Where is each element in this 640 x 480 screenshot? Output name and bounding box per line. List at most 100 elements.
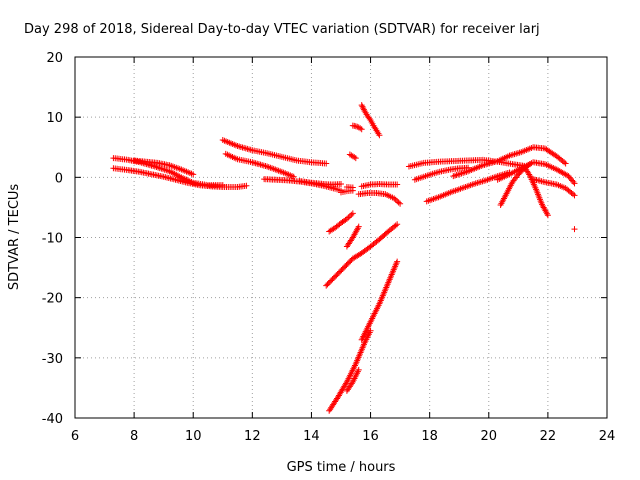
data-point — [570, 178, 577, 185]
series-s18 — [358, 258, 401, 343]
data-point — [397, 200, 404, 207]
series-s22 — [411, 164, 472, 183]
x-tick-label: 18 — [421, 429, 438, 444]
series-s5 — [222, 150, 297, 180]
data-point — [571, 180, 578, 187]
x-tick-label: 6 — [71, 429, 79, 444]
x-tick-label: 14 — [303, 429, 320, 444]
x-tick-labels: 6 8 10 12 14 16 18 20 22 24 — [71, 429, 615, 444]
y-tick-label: -10 — [42, 232, 63, 247]
data-points — [110, 102, 578, 414]
grid-lines — [75, 57, 607, 418]
data-point — [325, 280, 332, 287]
series-s14 — [355, 189, 404, 207]
data-point — [571, 192, 578, 199]
data-point — [571, 226, 578, 233]
data-point — [366, 115, 373, 122]
data-point — [349, 210, 356, 217]
data-point — [343, 215, 350, 222]
x-tick-label: 10 — [185, 429, 202, 444]
data-point — [358, 126, 365, 133]
data-point — [342, 263, 349, 270]
data-point — [525, 162, 532, 169]
data-point — [394, 221, 401, 228]
data-point — [352, 123, 359, 130]
x-tick-label: 12 — [244, 429, 261, 444]
data-point — [243, 182, 250, 189]
data-point — [570, 191, 577, 198]
data-point — [394, 181, 401, 188]
y-axis-label: SDTVAR / TECUs — [7, 184, 22, 291]
data-point — [527, 161, 534, 168]
data-point — [352, 155, 359, 162]
data-point — [344, 260, 351, 267]
data-point — [290, 173, 297, 180]
series-s11 — [343, 183, 356, 191]
series-s27 — [521, 163, 551, 219]
series-s19 — [326, 327, 374, 414]
data-point — [324, 281, 331, 288]
series-s17 — [323, 221, 401, 289]
x-tick-label: 24 — [599, 429, 616, 444]
x-tick-label: 20 — [481, 429, 498, 444]
data-point — [333, 272, 340, 279]
data-point — [323, 160, 330, 167]
data-point — [346, 259, 353, 266]
data-point — [561, 159, 568, 166]
y-tick-label: -20 — [42, 292, 63, 307]
data-point — [392, 196, 399, 203]
data-point — [562, 160, 569, 167]
data-point — [335, 269, 342, 276]
series-s23 — [423, 169, 513, 205]
series-s15 — [326, 210, 356, 235]
data-point — [357, 125, 364, 132]
data-point — [343, 262, 350, 269]
data-point — [338, 180, 344, 187]
data-point — [392, 222, 399, 229]
data-point — [332, 273, 339, 280]
data-point — [355, 366, 362, 373]
data-point — [348, 211, 355, 218]
data-point — [394, 198, 401, 205]
data-point — [376, 132, 383, 139]
series-s29 — [571, 226, 578, 233]
chart-title: Day 298 of 2018, Sidereal Day-to-day VTE… — [24, 22, 540, 37]
y-tick-label: 10 — [46, 111, 63, 126]
x-axis-label: GPS time / hours — [287, 460, 396, 475]
series-s25 — [494, 159, 578, 187]
data-point — [345, 214, 352, 221]
data-point — [327, 278, 334, 285]
x-tick-label: 16 — [362, 429, 379, 444]
data-point — [323, 282, 330, 289]
data-point — [394, 258, 401, 265]
data-point — [346, 213, 353, 220]
data-point — [395, 199, 402, 206]
series-s7 — [296, 177, 344, 188]
series-s28 — [530, 176, 578, 199]
x-tick-label: 8 — [130, 429, 138, 444]
data-point — [190, 171, 197, 178]
series-s20 — [343, 366, 362, 394]
data-point — [367, 327, 374, 334]
data-point — [340, 264, 347, 271]
plot-frame — [74, 56, 608, 419]
data-point — [334, 271, 341, 278]
data-point — [355, 223, 362, 230]
series-s9 — [349, 122, 365, 133]
series-s3 — [131, 157, 197, 178]
data-point — [330, 274, 337, 281]
series-s8 — [358, 102, 383, 139]
data-point — [338, 267, 345, 274]
series-s2 — [110, 165, 250, 190]
data-point — [339, 265, 346, 272]
series-s12 — [338, 187, 356, 196]
data-point — [328, 277, 335, 284]
y-tick-label: 20 — [46, 51, 63, 66]
series-s26 — [497, 161, 534, 209]
data-point — [329, 276, 336, 283]
data-point — [349, 187, 356, 194]
y-tick-labels: 20 10 0 -10 -20 -30 -40 — [42, 51, 63, 427]
data-point — [351, 154, 358, 161]
series-s10 — [346, 151, 359, 162]
